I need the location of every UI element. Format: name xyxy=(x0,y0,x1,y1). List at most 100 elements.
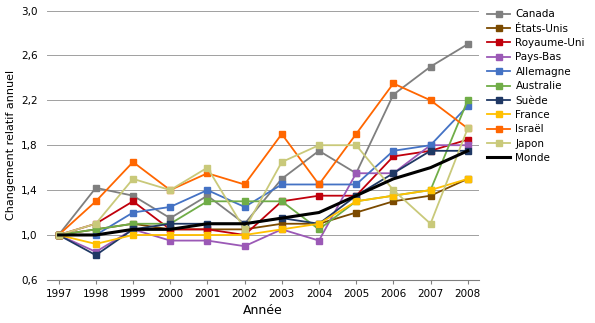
Royaume-Uni xyxy=(315,194,322,198)
États-Unis xyxy=(55,233,62,237)
Japon xyxy=(92,222,99,226)
France xyxy=(130,233,137,237)
Australie xyxy=(353,199,360,203)
Australie xyxy=(241,199,248,203)
X-axis label: Année: Année xyxy=(243,305,283,318)
Royaume-Uni xyxy=(353,194,360,198)
Royaume-Uni xyxy=(241,233,248,237)
Allemagne xyxy=(204,188,211,192)
États-Unis xyxy=(130,222,137,226)
Pays-Bas xyxy=(315,239,322,243)
Israël xyxy=(464,126,471,130)
Japon xyxy=(241,227,248,231)
Australie xyxy=(167,222,174,226)
Line: Israël: Israël xyxy=(55,80,471,238)
Line: Australie: Australie xyxy=(55,97,471,238)
Israël xyxy=(92,199,99,203)
Japon xyxy=(130,177,137,181)
Line: Canada: Canada xyxy=(55,41,471,238)
Canada xyxy=(55,233,62,237)
États-Unis xyxy=(353,211,360,214)
Pays-Bas xyxy=(464,143,471,147)
Australie xyxy=(130,222,137,226)
Canada xyxy=(92,186,99,190)
Japon xyxy=(315,143,322,147)
Japon xyxy=(204,166,211,170)
Canada xyxy=(427,65,434,68)
Line: France: France xyxy=(55,176,471,247)
Monde xyxy=(315,211,322,214)
Australie xyxy=(92,227,99,231)
Legend: Canada, États-Unis, Royaume-Uni, Pays-Bas, Allemagne, Australie, Suède, France, : Canada, États-Unis, Royaume-Uni, Pays-Ba… xyxy=(483,5,589,167)
Pays-Bas xyxy=(130,227,137,231)
Pays-Bas xyxy=(278,227,286,231)
France xyxy=(92,242,99,246)
Monde xyxy=(427,166,434,170)
Allemagne xyxy=(390,149,397,153)
Israël xyxy=(167,188,174,192)
Allemagne xyxy=(92,233,99,237)
Israël xyxy=(55,233,62,237)
États-Unis xyxy=(464,177,471,181)
Australie xyxy=(427,188,434,192)
Japon xyxy=(353,143,360,147)
Japon xyxy=(55,233,62,237)
Suède xyxy=(464,149,471,153)
Allemagne xyxy=(464,104,471,108)
États-Unis xyxy=(278,222,286,226)
Canada xyxy=(278,177,286,181)
Line: Japon: Japon xyxy=(55,125,471,238)
Japon xyxy=(427,222,434,226)
Australie xyxy=(55,233,62,237)
États-Unis xyxy=(390,199,397,203)
Royaume-Uni xyxy=(427,149,434,153)
Royaume-Uni xyxy=(55,233,62,237)
Suède xyxy=(353,194,360,198)
États-Unis xyxy=(315,222,322,226)
États-Unis xyxy=(204,227,211,231)
Pays-Bas xyxy=(241,244,248,248)
Pays-Bas xyxy=(92,250,99,254)
Suède xyxy=(241,222,248,226)
Monde xyxy=(353,194,360,198)
Monde xyxy=(241,222,248,226)
Line: Suède: Suède xyxy=(55,148,471,258)
France xyxy=(278,227,286,231)
Israël xyxy=(204,171,211,175)
France xyxy=(167,233,174,237)
France xyxy=(55,233,62,237)
France xyxy=(241,233,248,237)
Allemagne xyxy=(315,182,322,186)
Royaume-Uni xyxy=(390,154,397,158)
Israël xyxy=(130,160,137,164)
Suède xyxy=(315,222,322,226)
Allemagne xyxy=(55,233,62,237)
Allemagne xyxy=(167,205,174,209)
Israël xyxy=(241,182,248,186)
Monde xyxy=(55,233,62,237)
Canada xyxy=(464,42,471,46)
Monde xyxy=(390,177,397,181)
Line: Royaume-Uni: Royaume-Uni xyxy=(55,136,471,238)
Monde xyxy=(130,227,137,231)
Suède xyxy=(130,227,137,231)
Royaume-Uni xyxy=(130,199,137,203)
Royaume-Uni xyxy=(464,138,471,141)
Pays-Bas xyxy=(55,233,62,237)
Suède xyxy=(390,171,397,175)
Suède xyxy=(92,253,99,257)
Japon xyxy=(278,160,286,164)
France xyxy=(315,222,322,226)
Royaume-Uni xyxy=(278,199,286,203)
États-Unis xyxy=(92,227,99,231)
États-Unis xyxy=(167,227,174,231)
Suède xyxy=(55,233,62,237)
Royaume-Uni xyxy=(167,227,174,231)
Allemagne xyxy=(130,211,137,214)
Australie xyxy=(390,194,397,198)
France xyxy=(390,194,397,198)
Canada xyxy=(353,171,360,175)
Israël xyxy=(390,81,397,85)
Suède xyxy=(167,222,174,226)
Pays-Bas xyxy=(353,171,360,175)
